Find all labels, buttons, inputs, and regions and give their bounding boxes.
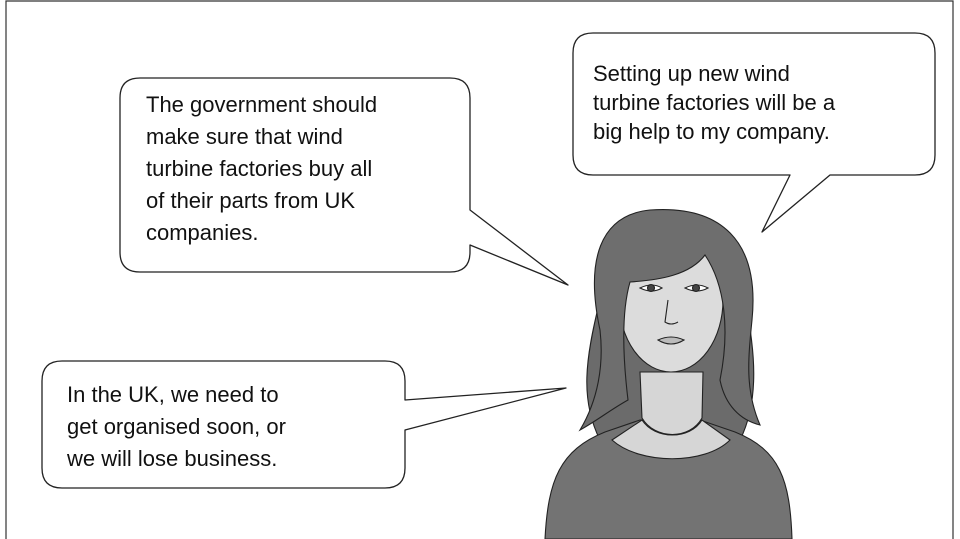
bubble-line: The government should [146, 92, 377, 117]
bubble-line: make sure that wind [146, 124, 343, 149]
woman-figure [545, 210, 792, 539]
bubble-line: companies. [146, 220, 259, 245]
bubble-line: turbine factories buy all [146, 156, 372, 181]
bubble-line: turbine factories will be a [593, 90, 836, 115]
bubble-line: In the UK, we need to [67, 382, 279, 407]
bubble-line: big help to my company. [593, 119, 830, 144]
illustration: The government should make sure that win… [0, 0, 960, 539]
bubble-line: of their parts from UK [146, 188, 355, 213]
bubble-line: we will lose business. [66, 446, 277, 471]
bubble-line: get organised soon, or [67, 414, 286, 439]
page: The government should make sure that win… [0, 0, 960, 539]
bubble-line: Setting up new wind [593, 61, 790, 86]
